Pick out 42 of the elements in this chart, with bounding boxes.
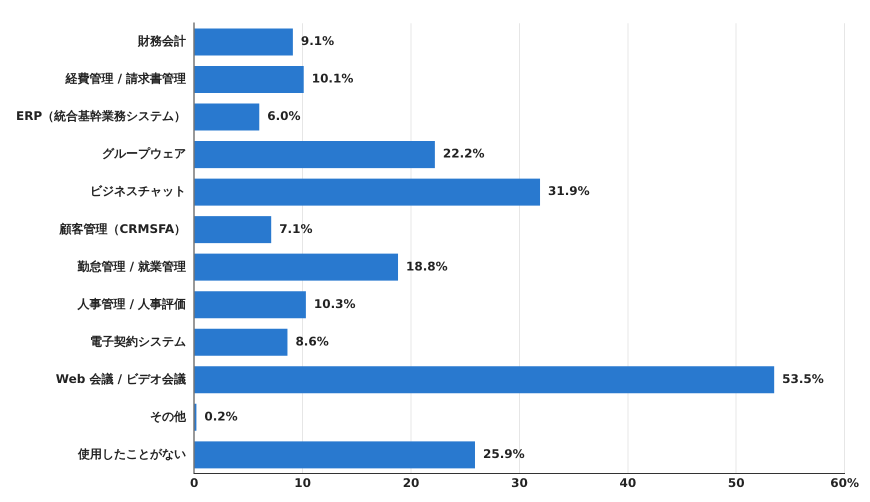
bar bbox=[194, 441, 475, 468]
data-label: 31.9% bbox=[548, 184, 590, 198]
y-tick-label: 人事管理 / 人事評価 bbox=[76, 296, 186, 311]
y-tick-label: Web 会議 / ビデオ会議 bbox=[56, 372, 186, 386]
data-label: 22.2% bbox=[442, 146, 485, 161]
y-tick-label: 電子契約システム bbox=[90, 334, 186, 348]
y-tick-label: 財務会計 bbox=[137, 34, 186, 48]
y-tick-label: 顧客管理（CRMSFA） bbox=[58, 222, 186, 236]
y-tick-label: その他 bbox=[150, 409, 188, 424]
x-tick-label: 0 bbox=[190, 476, 198, 490]
bar bbox=[194, 291, 306, 318]
y-tick-label: ERP（統合基幹業務システム） bbox=[16, 109, 186, 124]
y-tick-label: 勤怠管理 / 就業管理 bbox=[76, 259, 186, 274]
data-label: 0.2% bbox=[204, 409, 238, 424]
x-tick-label: 50 bbox=[728, 476, 745, 490]
data-label: 9.1% bbox=[300, 34, 334, 48]
data-label: 6.0% bbox=[267, 109, 301, 124]
bar bbox=[194, 366, 774, 394]
y-tick-label: グループウェア bbox=[102, 146, 186, 161]
x-tick-label: 10 bbox=[294, 476, 311, 490]
data-label: 10.3% bbox=[314, 296, 356, 311]
x-tick-label: 20 bbox=[402, 476, 420, 490]
y-tick-label: ビジネスチャット bbox=[90, 184, 186, 198]
bar bbox=[194, 254, 398, 281]
data-label: 10.1% bbox=[312, 72, 354, 86]
y-tick-label: 使用したことがない bbox=[77, 446, 186, 461]
bar bbox=[194, 216, 272, 244]
bar bbox=[194, 66, 304, 94]
x-tick-label: 30 bbox=[511, 476, 528, 490]
y-tick-label: 経費管理 / 請求書管理 bbox=[64, 72, 186, 86]
x-tick-label: 40 bbox=[619, 476, 636, 490]
x-tick-label: 60% bbox=[830, 476, 860, 490]
bar bbox=[194, 178, 540, 206]
data-label: 18.8% bbox=[406, 259, 448, 274]
bar bbox=[194, 104, 260, 131]
bar bbox=[194, 28, 293, 56]
data-label: 53.5% bbox=[782, 372, 824, 386]
bar bbox=[194, 328, 288, 356]
data-label: 8.6% bbox=[295, 334, 329, 348]
data-label: 7.1% bbox=[279, 222, 312, 236]
data-label: 25.9% bbox=[482, 446, 525, 461]
bar bbox=[194, 141, 435, 168]
